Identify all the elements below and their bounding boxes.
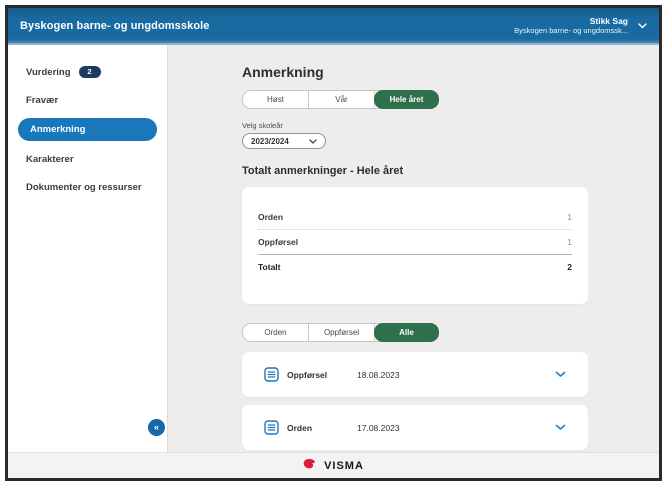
- sidebar-item-label: Vurdering: [26, 66, 71, 78]
- chevron-down-icon: [638, 22, 647, 29]
- remark-type: Oppførsel: [287, 369, 328, 380]
- user-context: Byskogen barne- og ungdomssk...: [514, 26, 628, 36]
- chevron-down-icon[interactable]: [555, 424, 566, 431]
- row-value: 1: [567, 237, 572, 247]
- school-year-value: 2023/2024: [251, 136, 289, 146]
- remark-document-icon: [264, 367, 279, 382]
- sidebar-item-label: Karakterer: [26, 154, 74, 165]
- sidebar-item-fravaer[interactable]: Fravær: [18, 90, 157, 111]
- school-year-label: Velg skoleår: [242, 121, 283, 130]
- school-name: Byskogen barne- og ungdomsskole: [20, 19, 210, 32]
- row-value: 1: [567, 212, 572, 222]
- filter-tab-orden[interactable]: Orden: [243, 324, 309, 341]
- chevron-down-icon[interactable]: [555, 371, 566, 378]
- app-window: Byskogen barne- og ungdomsskole Stikk Sa…: [5, 5, 662, 481]
- remark-row[interactable]: Oppførsel 18.08.2023: [242, 352, 588, 397]
- chevron-down-icon: [309, 138, 317, 144]
- sidebar-item-label: Fravær: [26, 95, 59, 106]
- totals-row-totalt: Totalt 2: [258, 255, 572, 279]
- row-value: 2: [567, 262, 572, 272]
- totals-heading: Totalt anmerkninger - Hele året: [242, 165, 404, 177]
- filter-tab-alle[interactable]: Alle: [374, 323, 439, 342]
- tab-host[interactable]: Høst: [243, 91, 309, 108]
- user-name: Stikk Sag: [589, 15, 628, 26]
- remark-date: 17.08.2023: [357, 422, 400, 433]
- period-segmented-control: Høst Vår Hele året: [242, 90, 439, 109]
- sidebar: Vurdering 2 Fravær Anmerkning Karakterer…: [8, 45, 168, 452]
- user-menu[interactable]: Stikk Sag Byskogen barne- og ungdomssk..…: [514, 16, 647, 36]
- sidebar-item-karakterer[interactable]: Karakterer: [18, 149, 157, 170]
- row-label: Orden: [258, 212, 284, 222]
- row-label: Oppførsel: [258, 237, 299, 247]
- remark-type: Orden: [287, 422, 313, 433]
- visma-logo-icon: [303, 457, 319, 475]
- divider: [258, 229, 572, 230]
- filter-segmented-control: Orden Oppførsel Alle: [242, 323, 439, 342]
- remark-row[interactable]: Orden 17.08.2023: [242, 405, 588, 450]
- tab-var[interactable]: Vår: [309, 91, 375, 108]
- footer: VISMA: [8, 452, 659, 478]
- vurdering-count-badge: 2: [78, 66, 101, 78]
- main-area: Anmerkning Høst Vår Hele året Velg skole…: [168, 45, 659, 452]
- totals-row-oppforsel: Oppførsel 1: [258, 230, 572, 254]
- totals-card: Orden 1 Oppførsel 1 Totalt 2: [242, 187, 588, 304]
- sidebar-item-dokumenter[interactable]: Dokumenter og ressurser: [18, 177, 157, 198]
- divider: [258, 254, 572, 255]
- sidebar-item-label: Dokumenter og ressurser: [26, 182, 142, 193]
- totals-row-orden: Orden 1: [258, 205, 572, 229]
- tab-hele-aret[interactable]: Hele året: [374, 90, 439, 109]
- filter-tab-oppforsel[interactable]: Oppførsel: [309, 324, 375, 341]
- remark-document-icon: [264, 420, 279, 435]
- sidebar-item-vurdering[interactable]: Vurdering 2: [18, 61, 157, 83]
- row-label: Totalt: [258, 262, 281, 272]
- sidebar-collapse-button[interactable]: «: [148, 419, 165, 436]
- page-title: Anmerkning: [242, 64, 324, 80]
- remark-date: 18.08.2023: [357, 369, 400, 380]
- sidebar-item-label: Anmerkning: [30, 124, 86, 135]
- sidebar-item-anmerkning[interactable]: Anmerkning: [18, 118, 157, 141]
- top-bar: Byskogen barne- og ungdomsskole Stikk Sa…: [8, 8, 659, 45]
- school-year-select[interactable]: 2023/2024: [242, 133, 326, 149]
- visma-logo-text: VISMA: [324, 459, 364, 472]
